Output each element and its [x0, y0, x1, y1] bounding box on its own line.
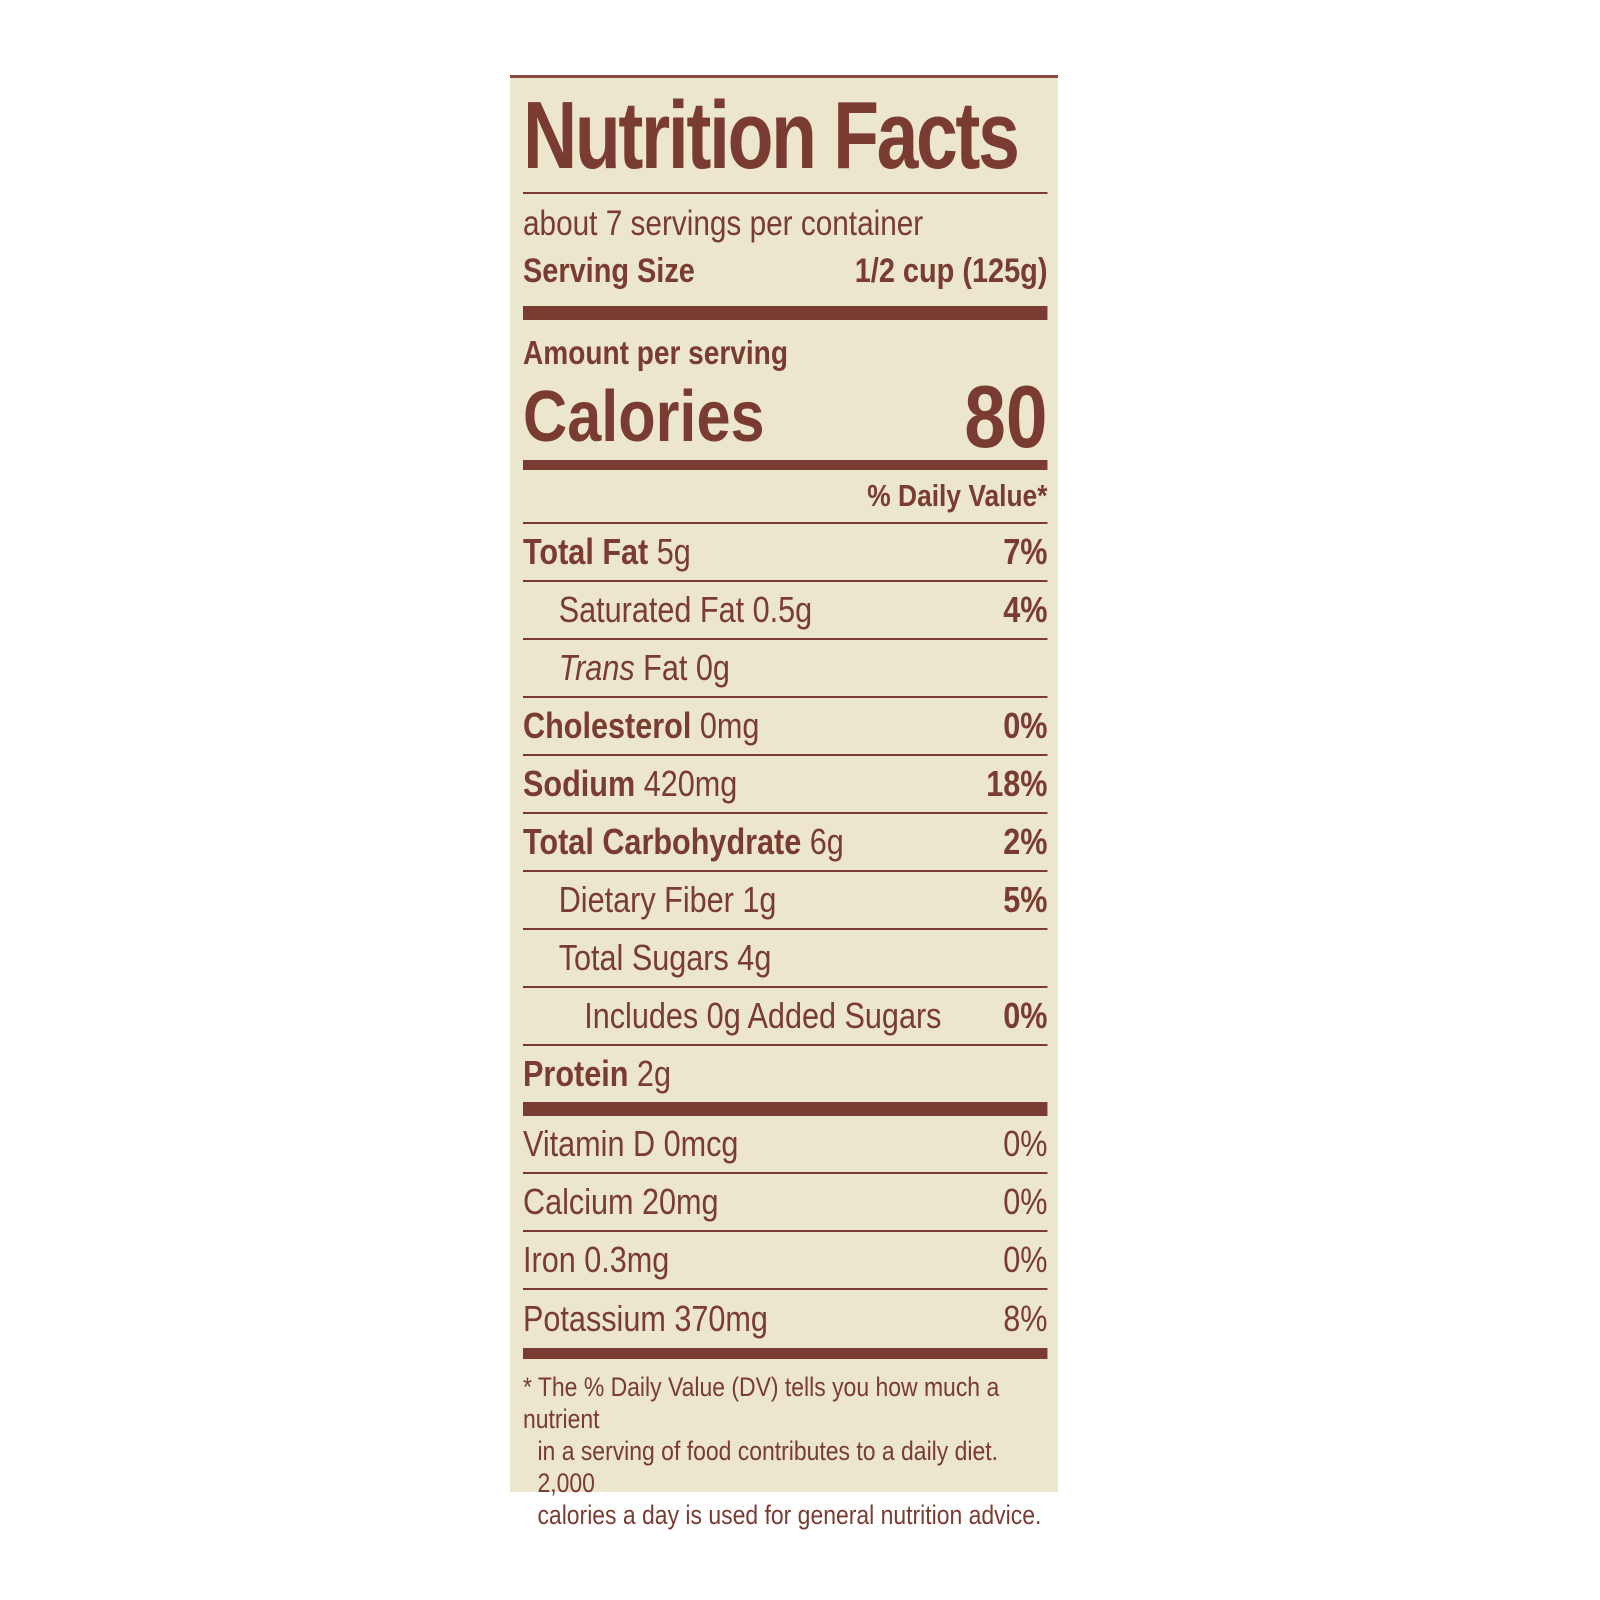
vitamin-name: Calcium 20mg	[523, 1181, 719, 1222]
nutrition-facts-panel: Nutrition Facts about 7 servings per con…	[510, 75, 1058, 1530]
daily-value-header: % Daily Value*	[523, 470, 1048, 524]
vitamin-dv: 0%	[1003, 1123, 1048, 1164]
nutrient-row-total-carbohydrate: Total Carbohydrate 6g 2%	[523, 814, 1048, 872]
nutrient-row-cholesterol: Cholesterol 0mg 0%	[523, 698, 1048, 756]
thick-divider	[523, 1348, 1048, 1359]
nutrient-amount: Fat 0g	[643, 647, 730, 688]
nutrient-row-added-sugars: Includes 0g Added Sugars 0%	[523, 988, 1048, 1046]
vitamin-name: Potassium 370mg	[523, 1298, 768, 1339]
vitamin-row-iron: Iron 0.3mg 0%	[523, 1232, 1048, 1290]
calories-row: Calories 80	[523, 367, 1047, 466]
serving-size-label: Serving Size	[523, 251, 695, 290]
vitamin-row-calcium: Calcium 20mg 0%	[523, 1174, 1048, 1232]
nutrient-name: Saturated Fat 0.5g	[558, 589, 813, 630]
label-title: Nutrition Facts	[523, 82, 1020, 189]
medium-divider	[523, 460, 1048, 470]
nutrient-name: Trans	[558, 647, 635, 688]
nutrient-row-total-sugars: Total Sugars 4g	[523, 930, 1048, 988]
nutrient-row-trans-fat: Trans Fat 0g	[523, 640, 1048, 698]
nutrient-name: Includes 0g Added Sugars	[584, 995, 942, 1036]
vitamin-row-potassium: Potassium 370mg 8%	[523, 1290, 1047, 1348]
footnote-line: * The % Daily Value (DV) tells you how m…	[523, 1372, 1000, 1434]
nutrient-amount: 2g	[636, 1053, 671, 1094]
vitamin-dv: 0%	[1003, 1181, 1048, 1222]
nutrient-name: Total Sugars 4g	[558, 937, 772, 978]
nutrient-row-total-fat: Total Fat 5g 7%	[523, 524, 1048, 582]
nutrient-row-sodium: Sodium 420mg 18%	[523, 756, 1048, 814]
vitamin-dv: 0%	[1003, 1239, 1048, 1280]
nutrient-row-dietary-fiber: Dietary Fiber 1g 5%	[523, 872, 1048, 930]
nutrient-amount: 5g	[656, 531, 691, 572]
vitamin-row-vitamin-d: Vitamin D 0mcg 0%	[523, 1116, 1048, 1174]
vitamin-dv: 8%	[1003, 1298, 1048, 1339]
servings-per-container: about 7 servings per container	[523, 204, 924, 243]
footnote-line: calories a day is used for general nutri…	[537, 1500, 1042, 1530]
vitamin-name: Vitamin D 0mcg	[523, 1123, 739, 1164]
thick-divider	[523, 306, 1048, 320]
nutrient-dv: 4%	[1003, 589, 1048, 630]
nutrient-row-protein: Protein 2g	[523, 1046, 1047, 1102]
serving-size-row: Serving Size 1/2 cup (125g)	[523, 246, 1047, 296]
thick-divider	[523, 1102, 1048, 1116]
amount-per-serving: Amount per serving	[523, 334, 788, 371]
calories-label: Calories	[523, 377, 765, 457]
nutrient-dv: 18%	[986, 763, 1048, 804]
nutrient-dv: 5%	[1003, 879, 1048, 920]
nutrient-dv: 0%	[1003, 705, 1048, 746]
nutrient-name: Total Fat	[523, 531, 649, 572]
nutrient-name: Cholesterol	[523, 705, 692, 746]
nutrient-dv: 7%	[1003, 531, 1048, 572]
nutrient-dv: 0%	[1003, 995, 1048, 1036]
nutrient-dv: 2%	[1003, 821, 1048, 862]
nutrient-name: Dietary Fiber 1g	[558, 879, 777, 920]
nutrient-amount: 0mg	[699, 705, 760, 746]
nutrient-row-saturated-fat: Saturated Fat 0.5g 4%	[523, 582, 1048, 640]
calories-value: 80	[964, 367, 1048, 466]
serving-size-value: 1/2 cup (125g)	[854, 251, 1048, 290]
nutrient-name: Total Carbohydrate	[523, 821, 802, 862]
vitamin-name: Iron 0.3mg	[523, 1239, 670, 1280]
nutrient-name: Protein	[523, 1053, 629, 1094]
nutrient-amount: 6g	[809, 821, 844, 862]
nutrient-amount: 420mg	[643, 763, 738, 804]
divider	[523, 192, 1048, 194]
footnote-line: in a serving of food contributes to a da…	[537, 1436, 999, 1498]
footnote: * The % Daily Value (DV) tells you how m…	[523, 1371, 1047, 1531]
nutrient-name: Sodium	[523, 763, 636, 804]
